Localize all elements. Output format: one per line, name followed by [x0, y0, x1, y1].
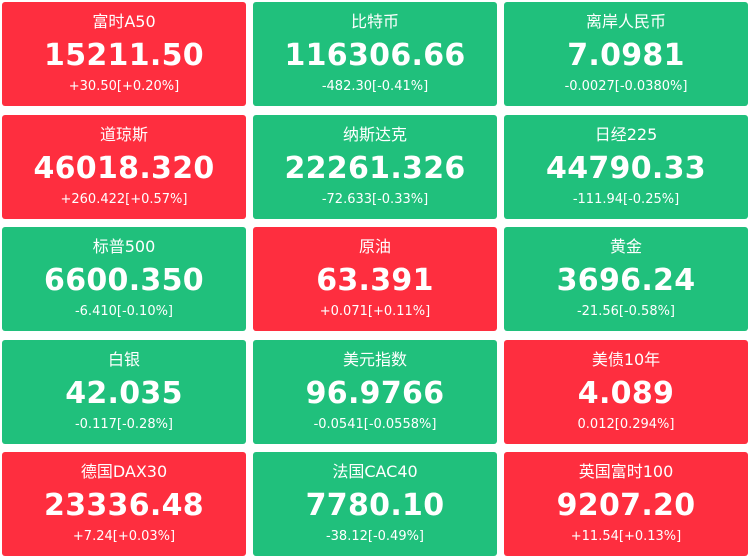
quote-change: -482.30[-0.41%]	[321, 79, 429, 94]
quote-price: 23336.48	[44, 488, 204, 523]
quote-tile-us-10y-treasury[interactable]: 美债10年 4.089 0.012[0.294%]	[504, 340, 748, 444]
quote-change: -72.633[-0.33%]	[321, 192, 429, 207]
quote-price: 22261.326	[284, 151, 466, 186]
quote-name: 日经225	[594, 125, 658, 144]
quote-tile-dollar-index[interactable]: 美元指数 96.9766 -0.0541[-0.0558%]	[253, 340, 497, 444]
quote-tile-nikkei-225[interactable]: 日经225 44790.33 -111.94[-0.25%]	[504, 115, 748, 219]
quote-tile-ftse100[interactable]: 英国富时100 9207.20 +11.54[+0.13%]	[504, 452, 748, 556]
quote-change: +260.422[+0.57%]	[60, 192, 188, 207]
quote-name: 离岸人民币	[585, 12, 666, 31]
quote-tile-sp500[interactable]: 标普500 6600.350 -6.410[-0.10%]	[2, 227, 246, 331]
quote-price: 6600.350	[44, 263, 204, 298]
quote-tile-dax30[interactable]: 德国DAX30 23336.48 +7.24[+0.03%]	[2, 452, 246, 556]
quote-price: 4.089	[577, 376, 675, 411]
quote-price: 9207.20	[556, 488, 696, 523]
quote-change: -0.0027[-0.0380%]	[564, 79, 688, 94]
quote-change: 0.012[0.294%]	[577, 417, 675, 432]
quote-tile-silver[interactable]: 白银 42.035 -0.117[-0.28%]	[2, 340, 246, 444]
quote-name: 德国DAX30	[80, 462, 168, 481]
quote-name: 道琼斯	[99, 125, 148, 144]
quote-tile-offshore-cny[interactable]: 离岸人民币 7.0981 -0.0027[-0.0380%]	[504, 2, 748, 106]
quote-name: 美元指数	[342, 350, 407, 369]
quote-price: 7.0981	[567, 38, 685, 73]
quote-price: 7780.10	[305, 488, 445, 523]
quote-change: -6.410[-0.10%]	[74, 304, 174, 319]
quote-name: 白银	[107, 350, 140, 369]
quote-name: 黄金	[609, 237, 642, 256]
quote-price: 15211.50	[44, 38, 204, 73]
quote-name: 法国CAC40	[332, 462, 418, 481]
quote-name: 标普500	[92, 237, 156, 256]
quote-price: 3696.24	[556, 263, 696, 298]
quote-name: 比特币	[350, 12, 399, 31]
quote-tile-dow-jones[interactable]: 道琼斯 46018.320 +260.422[+0.57%]	[2, 115, 246, 219]
quote-change: +30.50[+0.20%]	[68, 79, 180, 94]
quote-tile-bitcoin[interactable]: 比特币 116306.66 -482.30[-0.41%]	[253, 2, 497, 106]
quote-name: 富时A50	[92, 12, 156, 31]
quote-price: 46018.320	[33, 151, 215, 186]
quote-price: 42.035	[65, 376, 183, 411]
quote-change: +11.54[+0.13%]	[570, 529, 682, 544]
quote-price: 63.391	[316, 263, 434, 298]
quote-tile-gold[interactable]: 黄金 3696.24 -21.56[-0.58%]	[504, 227, 748, 331]
quote-tile-ftse-china-a50[interactable]: 富时A50 15211.50 +30.50[+0.20%]	[2, 2, 246, 106]
quote-tile-cac40[interactable]: 法国CAC40 7780.10 -38.12[-0.49%]	[253, 452, 497, 556]
quote-name: 英国富时100	[578, 462, 674, 481]
quote-change: -21.56[-0.58%]	[576, 304, 676, 319]
quote-change: -38.12[-0.49%]	[325, 529, 425, 544]
quote-price: 116306.66	[284, 38, 466, 73]
quote-change: -0.0541[-0.0558%]	[313, 417, 437, 432]
quote-tile-nasdaq[interactable]: 纳斯达克 22261.326 -72.633[-0.33%]	[253, 115, 497, 219]
quote-price: 44790.33	[546, 151, 706, 186]
quote-change: +0.071[+0.11%]	[319, 304, 431, 319]
quote-name: 原油	[358, 237, 391, 256]
quote-name: 纳斯达克	[342, 125, 407, 144]
quote-change: -0.117[-0.28%]	[74, 417, 174, 432]
quote-change: -111.94[-0.25%]	[572, 192, 680, 207]
quote-name: 美债10年	[591, 350, 661, 369]
quote-tile-crude-oil[interactable]: 原油 63.391 +0.071[+0.11%]	[253, 227, 497, 331]
quote-price: 96.9766	[305, 376, 445, 411]
quote-change: +7.24[+0.03%]	[72, 529, 176, 544]
